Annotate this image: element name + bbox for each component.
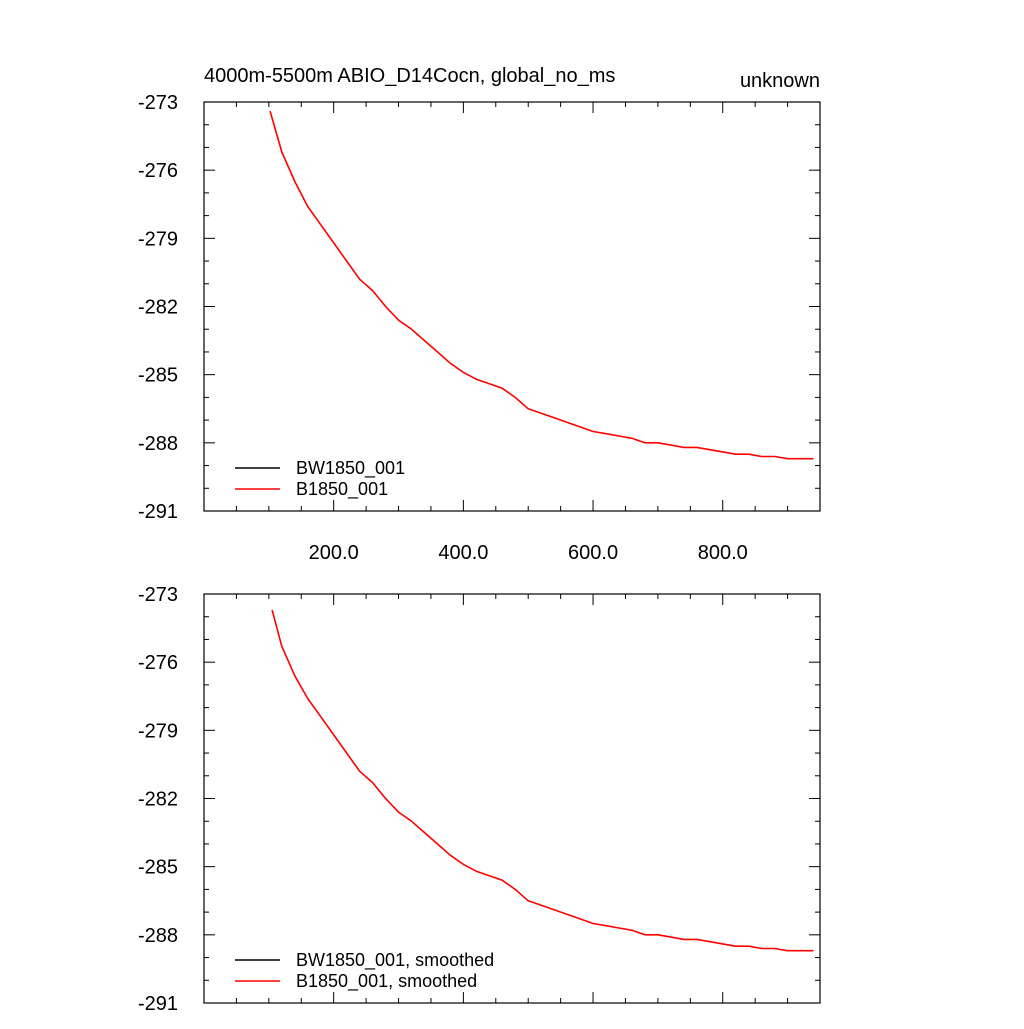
y-tick-label: -276 [138,160,178,182]
x-tick-label: 200.0 [309,542,359,564]
y-tick-label: -282 [138,789,178,811]
y-tick-label: -282 [138,297,178,319]
series-line [269,110,814,460]
y-tick-label: -285 [138,857,178,879]
plot-frame [203,101,821,512]
chart-title-left: 4000m-5500m ABIO_D14Cocn, global_no_ms [204,65,615,87]
y-tick-label: -291 [138,993,178,1015]
y-tick-label: -288 [138,925,178,947]
series-line [271,609,814,952]
y-tick-label: -285 [138,365,178,387]
y-tick-label: -291 [138,501,178,523]
y-tick-label: -273 [138,92,178,114]
plot-frame [203,593,821,1004]
legend-label: B1850_001 [296,479,388,500]
y-tick-label: -276 [138,652,178,674]
x-tick-label: 400.0 [438,542,488,564]
chart-title-right: unknown [740,70,820,92]
legend-label: BW1850_001 [296,458,405,479]
y-tick-label: -279 [138,720,178,742]
x-tick-label: 600.0 [568,542,618,564]
y-tick-label: -288 [138,433,178,455]
legend-label: B1850_001, smoothed [296,971,477,992]
legend-label: BW1850_001, smoothed [296,950,494,971]
x-tick-label: 800.0 [698,542,748,564]
y-tick-label: -279 [138,228,178,250]
y-tick-label: -273 [138,584,178,606]
